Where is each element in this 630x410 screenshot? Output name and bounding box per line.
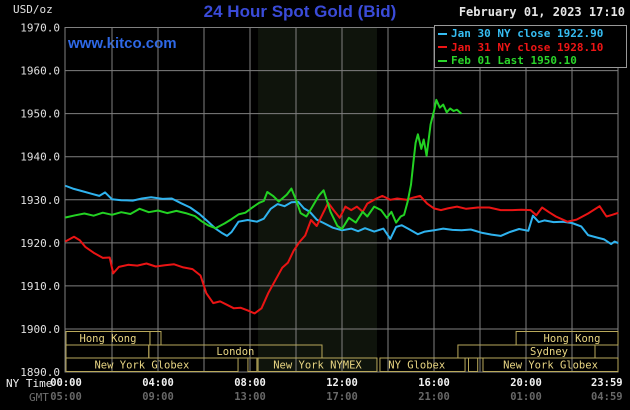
x-tick-ny-time: 16:00	[418, 377, 450, 389]
page-title: 24 Hour Spot Gold (Bid)	[203, 2, 397, 21]
x-tick-ny-time: 08:00	[234, 377, 266, 389]
y-tick-label: 1890.0	[20, 366, 60, 379]
y-tick-label: 1970.0	[20, 22, 60, 35]
legend-item-text: Feb 01 Last 1950.10	[451, 54, 577, 68]
chart-legend: Jan 30 NY close 1922.90 Jan 31 NY close 1…	[434, 25, 627, 68]
chart-timestamp: February 01, 2023 17:10	[458, 5, 625, 19]
x-tick-gmt: 09:00	[142, 391, 174, 403]
x-tick-ny-time: 04:00	[142, 377, 174, 389]
session-label: Hong Kong	[544, 333, 601, 345]
session-box-spacer	[65, 344, 150, 359]
x-tick-gmt: 01:00	[510, 391, 542, 403]
session-label: New York NYMEX	[273, 359, 362, 371]
legend-color-dash	[438, 46, 447, 49]
session-label: Sydney	[530, 346, 568, 358]
legend-item-text: Jan 31 NY close 1928.10	[451, 40, 604, 54]
session-box-spacer	[468, 357, 479, 372]
x-tick-gmt: 21:00	[418, 391, 450, 403]
y-tick-label: 1920.0	[20, 237, 60, 250]
session-box-spacer	[247, 357, 258, 372]
session-label: NY Globex	[388, 359, 445, 371]
x-axis-primary-label: NY Time	[6, 377, 53, 390]
session-box-ny-globex	[379, 357, 466, 372]
y-tick-label: 1930.0	[20, 194, 60, 207]
x-axis-secondary-label: GMT	[29, 391, 49, 404]
x-tick-gmt: 17:00	[326, 391, 358, 403]
x-tick-ny-time: 12:00	[326, 377, 358, 389]
y-tick-label: 1910.0	[20, 280, 60, 293]
session-label: New York Globex	[503, 359, 598, 371]
session-box-spacer	[149, 331, 162, 346]
price-line-jan-30-ny-close	[65, 185, 619, 246]
y-tick-label: 1960.0	[20, 65, 60, 78]
x-tick-gmt: 04:59	[591, 391, 623, 403]
legend-item-text: Jan 30 NY close 1922.90	[451, 27, 604, 41]
session-box-new-york-nymex	[257, 357, 378, 372]
x-tick-gmt: 13:00	[234, 391, 266, 403]
x-tick-ny-time: 20:00	[510, 377, 542, 389]
y-axis-unit-label: USD/oz	[13, 3, 53, 16]
x-tick-ny-time: 23:59	[591, 377, 623, 389]
session-label: Hong Kong	[80, 333, 137, 345]
session-box-new-york-globex	[482, 357, 619, 372]
legend-item-1: Jan 31 NY close 1928.10	[438, 41, 626, 55]
legend-color-dash	[438, 59, 447, 62]
session-box-new-york-globex	[65, 357, 239, 372]
session-label: New York Globex	[94, 359, 189, 371]
legend-item-2: Feb 01 Last 1950.10	[438, 54, 626, 68]
legend-item-0: Jan 30 NY close 1922.90	[438, 27, 626, 41]
kitco-watermark-link: www.kitco.com	[68, 35, 177, 52]
y-tick-label: 1900.0	[20, 323, 60, 336]
price-line-feb-01-last	[65, 98, 462, 230]
legend-color-dash	[438, 32, 447, 35]
x-tick-gmt: 05:00	[50, 391, 82, 403]
x-tick-ny-time: 00:00	[50, 377, 82, 389]
y-tick-label: 1940.0	[20, 151, 60, 164]
y-tick-label: 1950.0	[20, 108, 60, 121]
session-label: London	[216, 346, 254, 358]
